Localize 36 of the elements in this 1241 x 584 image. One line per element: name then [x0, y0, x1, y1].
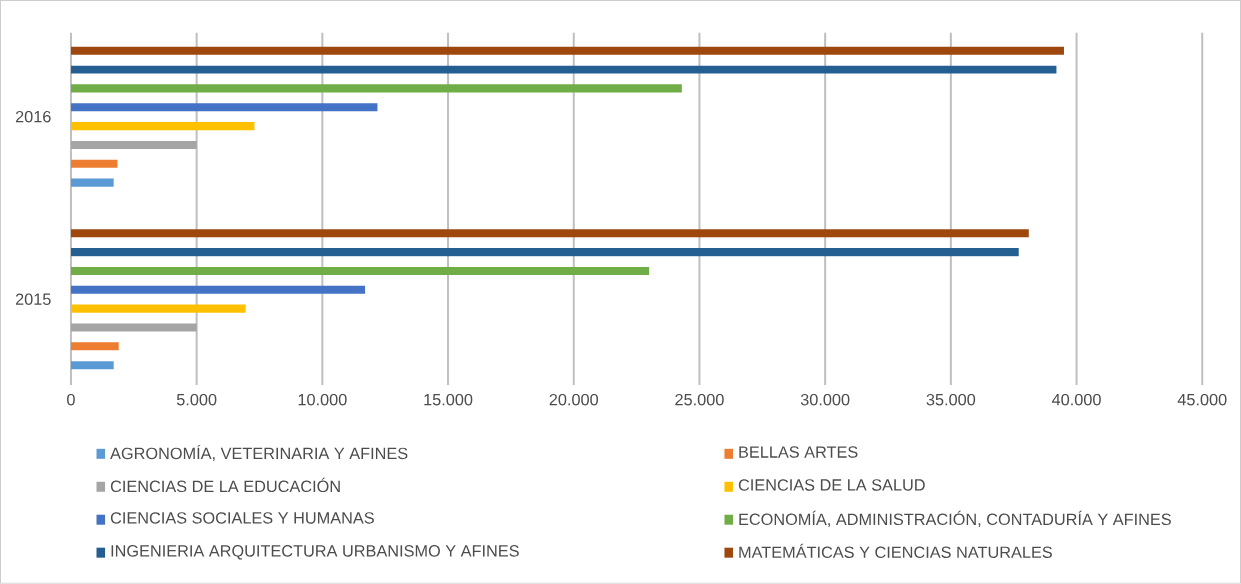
bar	[70, 159, 118, 168]
bar	[70, 141, 197, 150]
x-tick-label: 0	[67, 393, 75, 406]
x-tick-label: 25.000	[675, 393, 724, 406]
bar	[70, 65, 1057, 74]
legend-label: BELLAS ARTES	[739, 446, 858, 458]
bar	[70, 248, 1019, 257]
bar	[70, 342, 119, 351]
legend-label: CIENCIAS DE LA SALUD	[738, 479, 925, 491]
bar	[70, 103, 378, 112]
x-tick-label: 30.000	[800, 393, 850, 406]
bar	[70, 178, 114, 187]
legend-label: ECONOMÍA, ADMINISTRACIÓN, CONTADURÍA Y AFINES	[739, 510, 1171, 528]
bar	[70, 304, 246, 313]
x-tick-label: 45.000	[1177, 393, 1227, 406]
x-tick-label: 20.000	[549, 393, 599, 406]
bar	[70, 285, 366, 294]
bar	[70, 46, 1064, 55]
legend-label: AGRONOMÍA, VETERINARIA Y AFINES	[110, 444, 408, 462]
bar	[70, 361, 114, 370]
bar	[70, 323, 197, 332]
bar	[70, 229, 1029, 238]
bar	[70, 122, 255, 131]
x-tick-label: 10.000	[298, 393, 347, 406]
legend-label: CIENCIAS SOCIALES Y HUMANAS	[110, 512, 374, 524]
legend-label: CIENCIAS DE LA EDUCACIÓN	[110, 477, 340, 493]
bar	[70, 267, 650, 276]
legend-label: INGENIERIA ARQUITECTURA URBANISMO Y AFINES	[111, 545, 519, 560]
x-tick-label: 40.000	[1052, 393, 1101, 406]
x-tick-label: 35.000	[926, 393, 976, 406]
x-tick-label: 5.000	[176, 393, 217, 406]
y-tick-label: 2015	[15, 293, 51, 306]
legend-label: MATEMÁTICAS Y CIENCIAS NATURALES	[739, 543, 1052, 559]
bar	[70, 84, 682, 93]
x-tick-label: 15.000	[424, 393, 473, 406]
y-tick-label: 2016	[15, 111, 51, 123]
